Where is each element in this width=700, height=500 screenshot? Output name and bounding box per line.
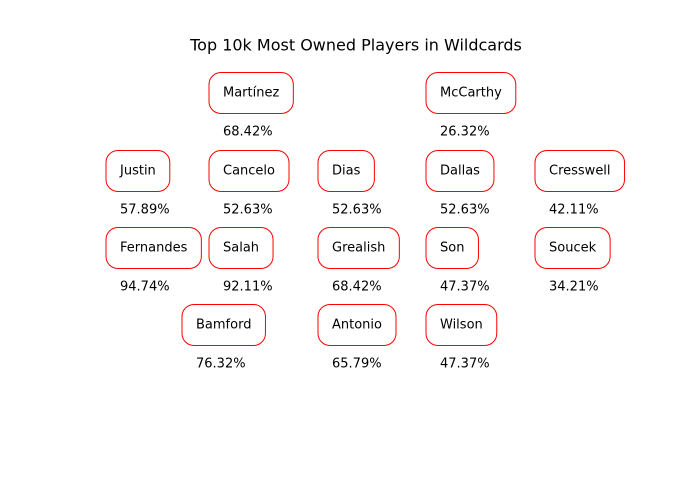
player-name: Salah bbox=[223, 241, 259, 256]
player-name: Dallas bbox=[440, 164, 480, 179]
player-ownership: 34.21% bbox=[549, 280, 599, 295]
player-box bbox=[317, 304, 397, 346]
player-name: Wilson bbox=[440, 318, 483, 333]
player-ownership: 47.37% bbox=[440, 357, 490, 372]
player-box bbox=[317, 150, 375, 192]
player-name: Dias bbox=[332, 164, 361, 179]
player-box bbox=[425, 304, 498, 346]
player-name: Cancelo bbox=[223, 164, 275, 179]
player-name: McCarthy bbox=[440, 86, 502, 101]
player-box bbox=[181, 304, 266, 346]
player-name: Soucek bbox=[549, 241, 597, 256]
player-box bbox=[208, 150, 290, 192]
player-name: Son bbox=[440, 241, 464, 256]
player-ownership: 68.42% bbox=[332, 280, 382, 295]
player-ownership: 52.63% bbox=[223, 203, 273, 218]
player-box bbox=[317, 227, 400, 269]
player-name: Grealish bbox=[332, 241, 385, 256]
player-ownership: 94.74% bbox=[120, 280, 170, 295]
player-box bbox=[534, 227, 611, 269]
player-name: Cresswell bbox=[549, 164, 611, 179]
player-box bbox=[425, 227, 479, 269]
player-box bbox=[105, 150, 171, 192]
player-ownership: 76.32% bbox=[196, 357, 246, 372]
player-name: Martínez bbox=[223, 86, 279, 101]
player-ownership: 52.63% bbox=[332, 203, 382, 218]
player-box bbox=[208, 72, 294, 114]
player-ownership: 68.42% bbox=[223, 125, 273, 140]
player-ownership: 26.32% bbox=[440, 125, 490, 140]
player-name: Justin bbox=[119, 164, 156, 179]
player-ownership: 52.63% bbox=[440, 203, 490, 218]
player-box bbox=[425, 72, 517, 114]
player-ownership: 65.79% bbox=[332, 357, 382, 372]
player-ownership: 47.37% bbox=[440, 280, 490, 295]
player-name: Bamford bbox=[196, 318, 251, 333]
player-box bbox=[105, 227, 202, 269]
player-name: Fernandes bbox=[120, 241, 188, 256]
player-ownership: 92.11% bbox=[223, 280, 273, 295]
player-ownership: 42.11% bbox=[549, 203, 599, 218]
player-ownership: 57.89% bbox=[120, 203, 170, 218]
player-box bbox=[208, 227, 274, 269]
player-name: Antonio bbox=[332, 318, 382, 333]
title: Top 10k Most Owned Players in Wildcards bbox=[189, 36, 522, 55]
player-box bbox=[534, 150, 626, 192]
player-box bbox=[425, 150, 495, 192]
